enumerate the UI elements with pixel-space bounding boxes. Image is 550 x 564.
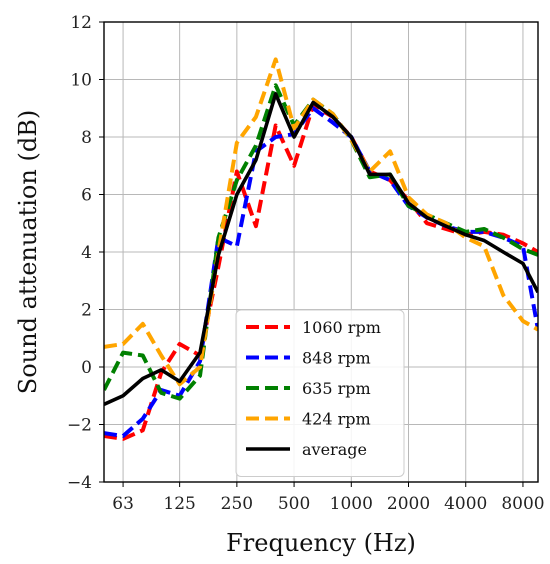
y-tick-label: 2 xyxy=(81,301,92,321)
x-tick-label: 250 xyxy=(221,494,253,514)
y-tick-label: 6 xyxy=(81,186,92,206)
x-axis-label: Frequency (Hz) xyxy=(226,529,416,557)
y-axis: −4 −2 0 2 4 6 8 10 12 xyxy=(67,13,104,493)
y-tick-label: 8 xyxy=(81,128,92,148)
legend-label: 635 rpm xyxy=(302,379,371,398)
x-tick-label: 1000 xyxy=(330,494,373,514)
legend-label: average xyxy=(302,440,367,459)
series-layer xyxy=(104,57,538,441)
legend-box xyxy=(235,309,405,477)
y-tick-label: −4 xyxy=(67,473,92,493)
x-tick-label: 125 xyxy=(163,494,195,514)
legend-label: 424 rpm xyxy=(302,410,371,429)
y-tick-label: 10 xyxy=(70,71,92,91)
x-tick-label: 4000 xyxy=(444,494,487,514)
legend-label: 848 rpm xyxy=(302,349,371,368)
series-line-635-rpm xyxy=(104,83,538,401)
y-tick-label: −2 xyxy=(67,416,92,436)
x-tick-label: 8000 xyxy=(501,494,544,514)
legend-label: 1060 rpm xyxy=(302,318,381,337)
x-tick-label: 63 xyxy=(112,494,134,514)
x-tick-label: 2000 xyxy=(387,494,430,514)
x-axis: 63 125 250 500 1000 2000 4000 8000 xyxy=(112,482,545,514)
y-tick-label: 0 xyxy=(81,358,92,378)
series-line-average xyxy=(104,92,538,407)
y-tick-label: 4 xyxy=(81,243,92,263)
legend: 1060 rpm 848 rpm 635 rpm 424 rpm average xyxy=(235,309,405,477)
y-tick-label: 12 xyxy=(70,13,92,33)
x-tick-label: 500 xyxy=(278,494,310,514)
series-line-848-rpm xyxy=(104,106,538,438)
y-axis-label: Sound attenuation (dB) xyxy=(14,110,42,394)
